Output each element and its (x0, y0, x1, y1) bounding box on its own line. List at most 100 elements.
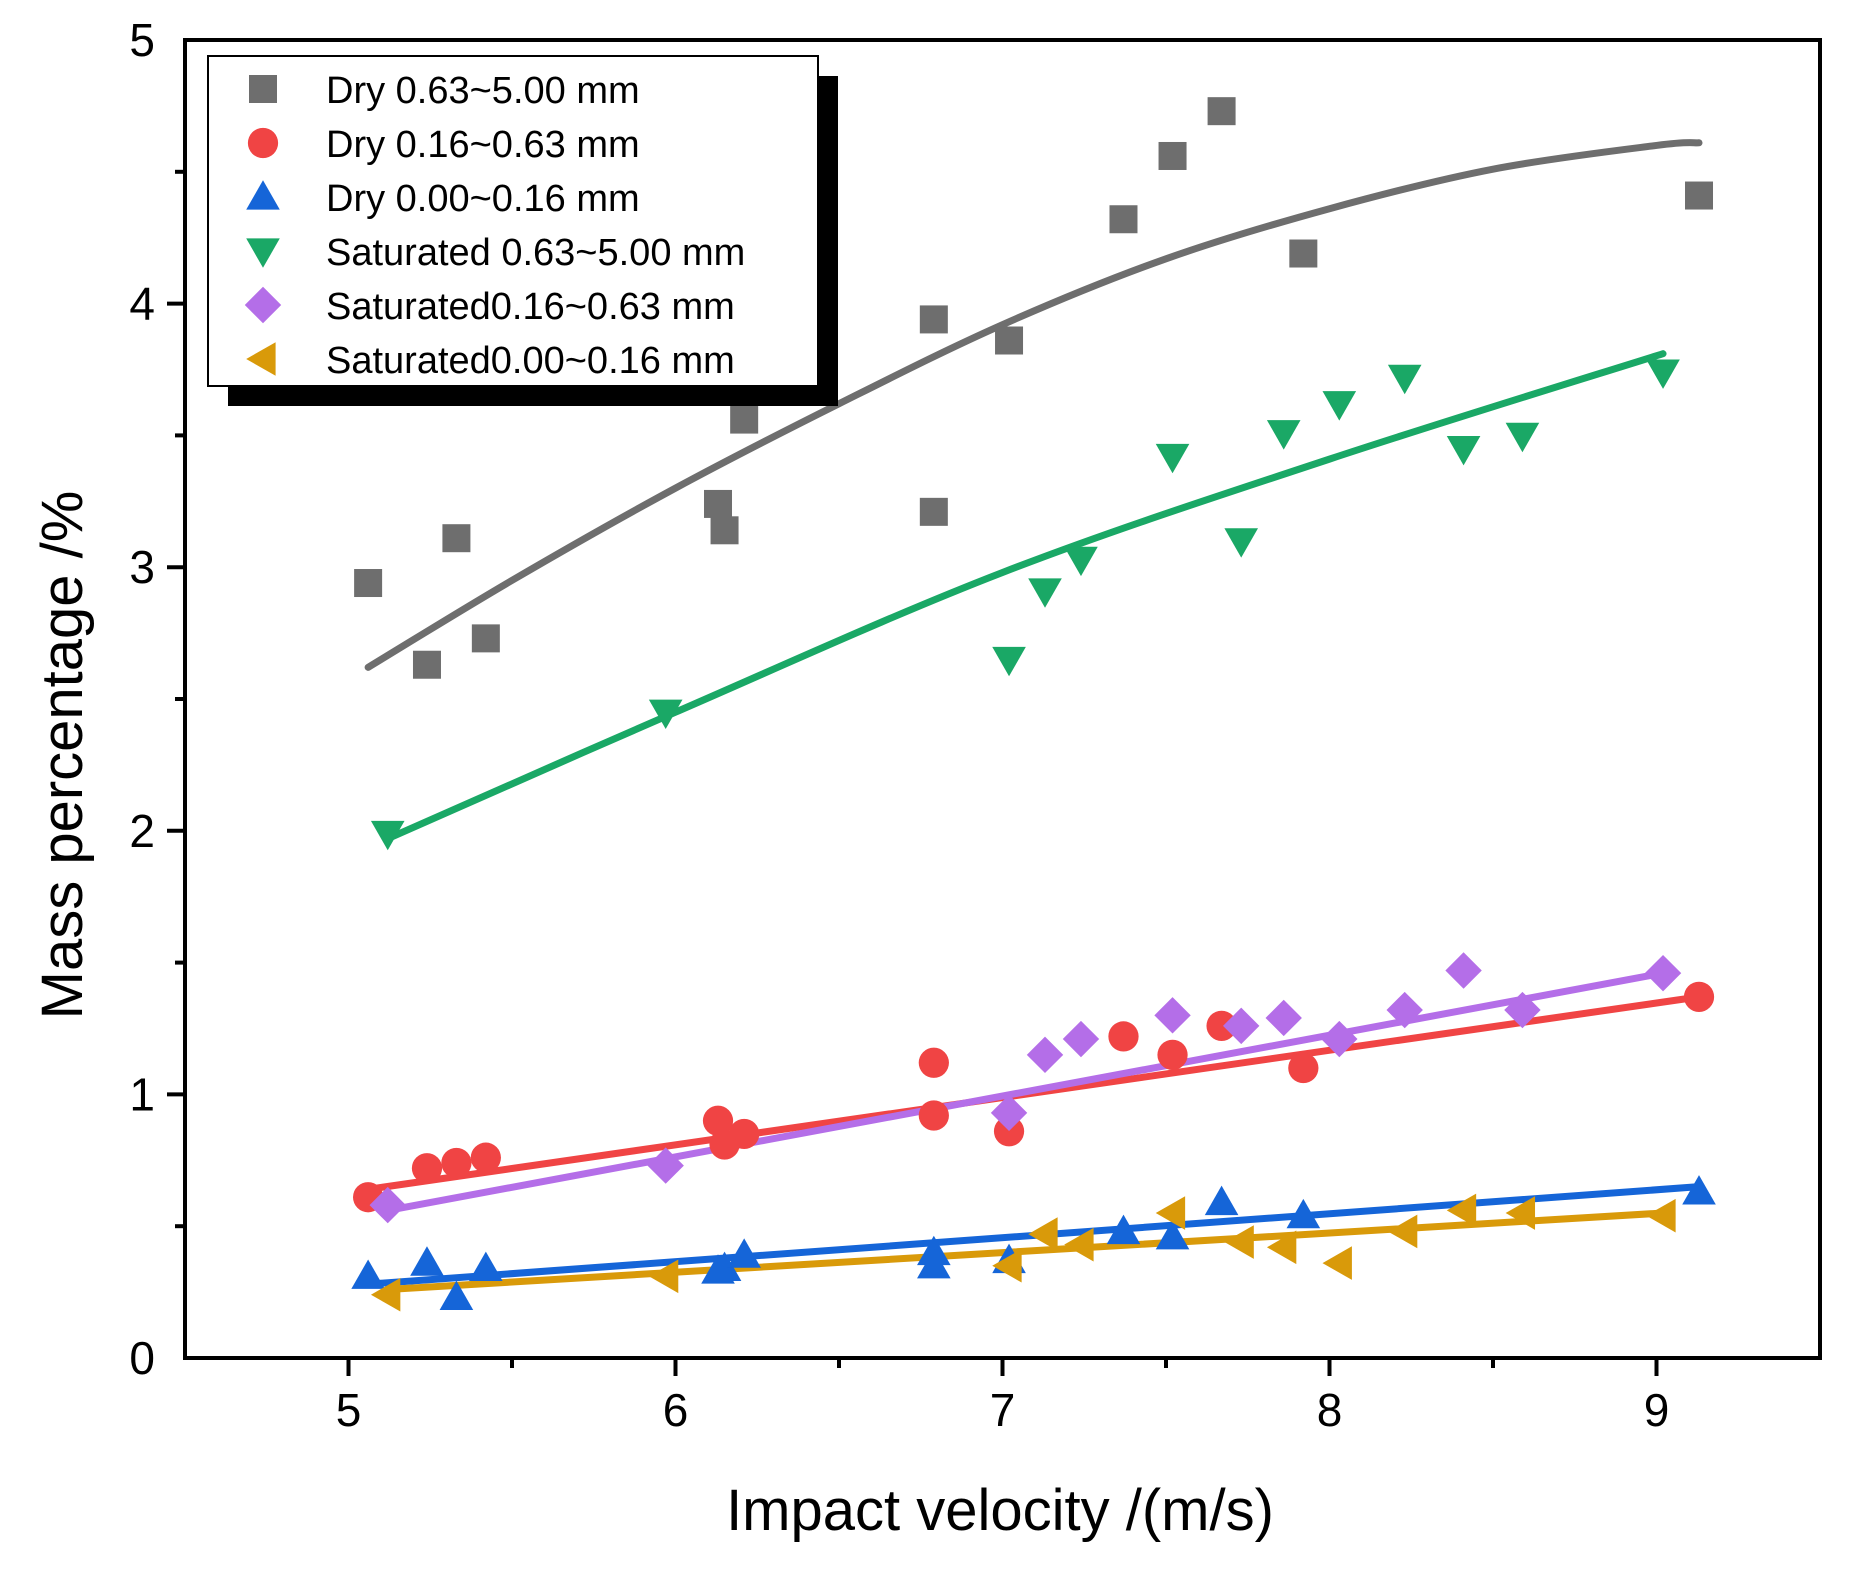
fit-line-series-5 (384, 969, 1667, 1214)
data-point-series-1 (412, 650, 441, 679)
data-point-series-6 (1028, 1217, 1058, 1251)
data-points-layer (351, 97, 1716, 1312)
legend-marker-series-3 (246, 180, 280, 210)
data-point-series-2 (1288, 1052, 1319, 1084)
y-tick-label: 1 (129, 1068, 155, 1120)
data-point-series-4 (648, 699, 683, 729)
legend-label-series-3: Dry 0.00~0.16 mm (326, 178, 640, 220)
y-axis-title: Mass percentage /% (30, 491, 95, 1020)
data-point-series-6 (992, 1248, 1022, 1283)
data-point-series-2 (411, 1153, 443, 1184)
x-tick-label: 5 (336, 1384, 362, 1436)
data-point-series-6 (1064, 1227, 1094, 1262)
data-point-series-1 (919, 497, 948, 526)
data-point-series-2 (1157, 1039, 1188, 1070)
legend-label-series-5: Saturated0.16~0.63 mm (326, 286, 735, 328)
legend-label-series-2: Dry 0.16~0.63 mm (326, 124, 640, 166)
data-point-series-5 (1321, 1020, 1358, 1058)
data-point-series-1 (1685, 181, 1714, 210)
data-point-series-2 (993, 1116, 1025, 1147)
fit-line-series-4 (384, 350, 1667, 843)
x-tick-label: 7 (990, 1384, 1016, 1436)
data-point-series-1 (354, 569, 383, 598)
data-point-series-2 (1206, 1010, 1237, 1041)
data-point-series-6 (648, 1259, 679, 1294)
data-point-series-3 (917, 1248, 951, 1279)
data-point-series-4 (1028, 578, 1062, 608)
data-point-series-6 (1387, 1214, 1418, 1249)
data-point-series-5 (1445, 952, 1482, 989)
data-point-series-4 (1322, 391, 1357, 421)
legend-marker-series-2 (247, 127, 279, 159)
data-point-series-6 (1446, 1193, 1477, 1228)
data-point-series-5 (369, 1186, 406, 1224)
data-point-series-5 (1062, 1020, 1100, 1058)
legend-label-series-4: Saturated 0.63~5.00 mm (326, 232, 745, 274)
data-point-series-1 (995, 326, 1024, 355)
data-point-series-3 (1204, 1185, 1239, 1216)
legend-marker-series-6 (246, 342, 276, 376)
data-point-series-4 (1266, 420, 1301, 450)
y-tick-label: 0 (129, 1332, 155, 1384)
data-point-series-6 (1505, 1196, 1536, 1230)
data-point-series-3 (1155, 1219, 1190, 1250)
legend-marker-series-5 (244, 286, 282, 324)
data-point-series-1 (1289, 239, 1318, 268)
data-point-series-6 (1266, 1230, 1297, 1265)
data-point-series-5 (1386, 991, 1423, 1029)
data-point-series-5 (1223, 1007, 1260, 1045)
data-point-series-2 (1683, 981, 1715, 1012)
axes-layer: 5 6 7 8 9 0 1 2 3 4 5 (129, 14, 1822, 1436)
data-point-series-2 (918, 1100, 949, 1131)
x-axis-title: Impact velocity /(m/s) (726, 1478, 1274, 1543)
data-point-series-2 (702, 1105, 734, 1136)
fit-line-series-1 (364, 139, 1703, 671)
data-point-series-3 (727, 1238, 761, 1268)
data-point-series-1 (1109, 205, 1138, 234)
y-tick-label: 2 (129, 805, 155, 857)
data-point-series-4 (1064, 546, 1098, 577)
data-point-series-3 (1682, 1175, 1716, 1205)
y-tick-label: 3 (129, 541, 155, 593)
data-point-series-1 (471, 624, 500, 653)
data-point-series-2 (1108, 1021, 1139, 1052)
data-point-series-4 (370, 820, 405, 851)
x-tick-label: 8 (1317, 1384, 1343, 1436)
data-point-series-6 (1224, 1225, 1254, 1259)
data-point-series-5 (1154, 997, 1191, 1034)
data-point-series-6 (1155, 1196, 1186, 1230)
data-point-series-1 (730, 405, 759, 434)
legend-label-series-1: Dry 0.63~5.00 mm (326, 70, 640, 112)
data-point-series-2 (918, 1047, 949, 1078)
x-tick-label: 6 (663, 1384, 689, 1436)
legend-marker-series-1 (249, 75, 277, 103)
data-point-series-5 (990, 1094, 1028, 1132)
data-point-series-4 (1505, 422, 1540, 453)
data-point-series-4 (1446, 435, 1481, 466)
data-point-series-5 (647, 1147, 684, 1184)
data-point-series-4 (1224, 528, 1259, 558)
data-point-series-1 (710, 516, 739, 545)
data-point-series-1 (1158, 141, 1187, 170)
legend: Dry 0.63~5.00 mm Dry 0.16~0.63 mm Dry 0.00… (207, 55, 838, 406)
data-point-series-5 (1644, 954, 1682, 992)
data-point-series-1 (442, 524, 471, 553)
data-point-series-4 (1155, 443, 1190, 474)
data-point-series-5 (1026, 1036, 1064, 1074)
data-point-series-3 (469, 1251, 503, 1281)
data-point-series-1 (919, 305, 948, 334)
data-point-series-3 (707, 1251, 742, 1281)
fit-line-series-6 (384, 1209, 1667, 1293)
legend-box (207, 55, 819, 387)
data-point-series-2 (470, 1142, 501, 1173)
data-point-series-3 (1286, 1198, 1321, 1229)
data-point-series-4 (1646, 359, 1680, 389)
legend-label-series-6: Saturated0.00~0.16 mm (326, 340, 735, 382)
data-point-series-3 (439, 1280, 474, 1310)
y-tick-label: 5 (129, 14, 155, 66)
data-point-series-6 (1322, 1246, 1352, 1280)
legend-marker-series-4 (246, 238, 280, 268)
y-tick-label: 4 (129, 278, 155, 330)
